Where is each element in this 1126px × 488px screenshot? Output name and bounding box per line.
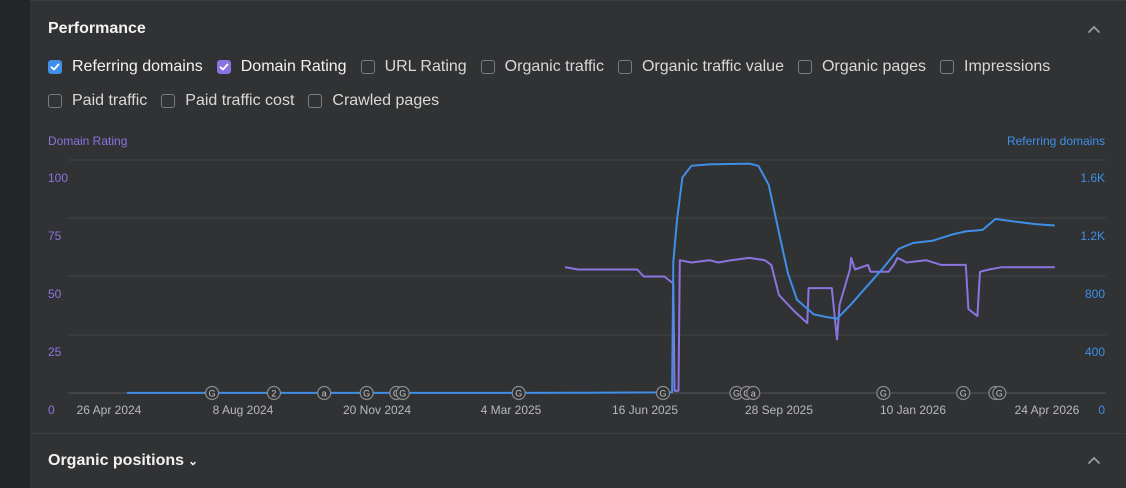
checkbox-box[interactable]: [480, 60, 495, 74]
checkbox-box[interactable]: [216, 60, 231, 74]
checkbox-label: URL Rating: [384, 58, 467, 75]
section-divider: [30, 433, 1126, 434]
right-axis-title: Referring domains: [1006, 134, 1105, 148]
chevron-down-icon: ⌄: [188, 454, 199, 468]
checkbox-crawled-pages[interactable]: Crawled pages: [308, 92, 439, 110]
checkbox-organic-traffic[interactable]: Organic traffic: [480, 58, 604, 76]
checkbox-paid-traffic-cost[interactable]: Paid traffic cost: [161, 92, 294, 110]
checkbox-label: Domain Rating: [240, 58, 347, 75]
checkbox-box[interactable]: [48, 60, 62, 74]
checkbox-box[interactable]: [360, 60, 375, 74]
collapse-chevron-up-icon[interactable]: [1086, 22, 1102, 38]
checkbox-label: Organic pages: [821, 58, 927, 75]
metric-checkbox-row-1: Referring domains Domain Rating URL Rating…: [48, 58, 1064, 76]
footer-title-label: Organic positions: [48, 452, 185, 469]
checkbox-box[interactable]: [161, 94, 176, 108]
left-gutter: [0, 0, 30, 488]
checkbox-url-rating[interactable]: URL Rating: [360, 58, 467, 76]
checkbox-box[interactable]: [48, 94, 62, 108]
checkbox-domain-rating[interactable]: Domain Rating: [216, 58, 347, 76]
checkbox-label: Crawled pages: [332, 92, 440, 109]
checkbox-box[interactable]: [308, 94, 323, 108]
organic-positions-toggle[interactable]: Organic positions ⌄: [48, 452, 198, 470]
checkbox-box[interactable]: [797, 60, 812, 74]
checkbox-organic-pages[interactable]: Organic pages: [797, 58, 927, 76]
section-title: Performance: [48, 20, 146, 37]
checkbox-box[interactable]: [617, 60, 632, 74]
metric-checkbox-row-2: Paid traffic Paid traffic cost Crawled pag…: [48, 92, 453, 110]
collapse-chevron-up-icon-2[interactable]: [1086, 453, 1102, 469]
checkbox-referring-domains[interactable]: Referring domains: [48, 58, 203, 76]
checkbox-box[interactable]: [940, 60, 955, 74]
checkbox-label: Organic traffic value: [641, 58, 784, 75]
checkbox-label: Referring domains: [72, 58, 203, 75]
checkbox-paid-traffic[interactable]: Paid traffic: [48, 92, 147, 110]
checkbox-impressions[interactable]: Impressions: [940, 58, 1050, 76]
checkbox-organic-traffic-value[interactable]: Organic traffic value: [617, 58, 784, 76]
panel-border: [30, 0, 1126, 1]
checkbox-label: Paid traffic cost: [185, 92, 295, 109]
checkbox-label: Organic traffic: [504, 58, 604, 75]
left-axis-title: Domain Rating: [48, 134, 128, 148]
checkbox-label: Impressions: [964, 58, 1051, 75]
checkbox-label: Paid traffic: [72, 92, 148, 109]
